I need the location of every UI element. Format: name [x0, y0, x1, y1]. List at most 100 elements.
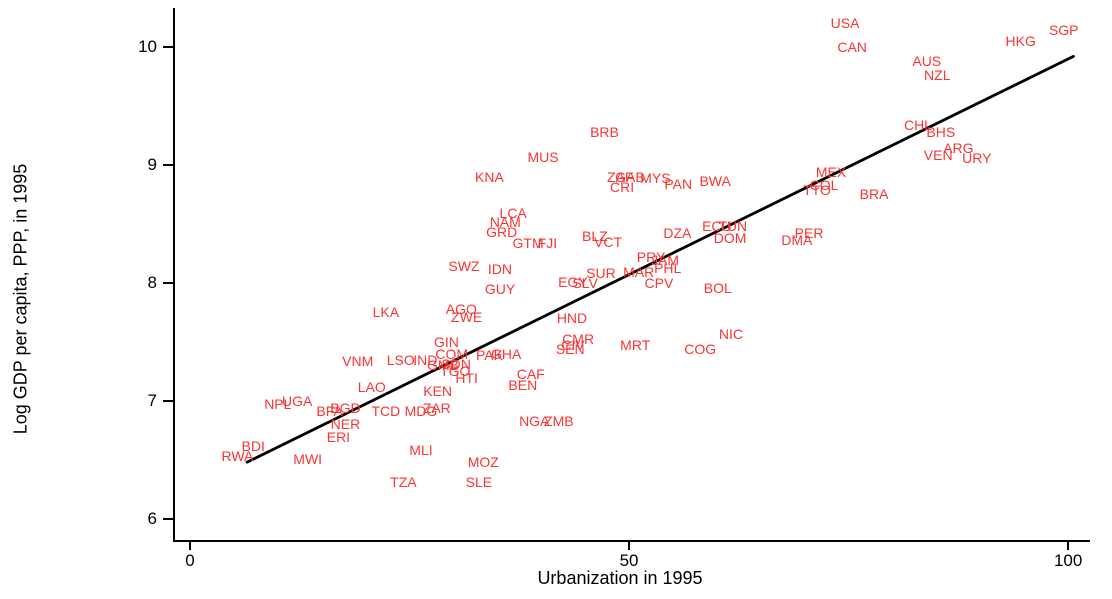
country-label-GTM: GTM [512, 234, 544, 251]
country-label-NZL: NZL [924, 67, 951, 84]
y-tick-label: 9 [147, 154, 157, 174]
country-label-MRT: MRT [620, 337, 651, 354]
country-label-BRA: BRA [859, 186, 889, 203]
country-label-CAN: CAN [837, 38, 867, 55]
y-tick-mark [163, 163, 173, 166]
country-label-EGY: EGY [558, 273, 588, 290]
country-label-KEN: KEN [423, 383, 453, 400]
country-label-PAK: PAK [475, 346, 503, 363]
country-label-GAB: GAB [615, 168, 645, 185]
country-label-CPV: CPV [644, 274, 674, 291]
country-label-TCD: TCD [371, 403, 401, 420]
country-label-PHL: PHL [654, 259, 682, 276]
country-label-BEN: BEN [508, 377, 538, 394]
country-label-AGO: AGO [445, 300, 477, 317]
country-label-GHA: GHA [490, 345, 522, 362]
country-label-SUR: SUR [586, 265, 616, 282]
country-label-TZA: TZA [390, 474, 417, 491]
country-label-BDI: BDI [241, 437, 265, 454]
x-tick-mark [1067, 540, 1070, 550]
country-label-GUY: GUY [484, 280, 516, 297]
country-label-PER: PER [794, 225, 824, 242]
y-tick-label: 6 [147, 508, 157, 528]
country-label-VEN: VEN [923, 147, 953, 164]
country-label-GMB: GMB [426, 357, 459, 374]
country-label-BWA: BWA [699, 173, 731, 190]
country-label-IDN: IDN [487, 260, 513, 277]
country-label-DOM: DOM [713, 230, 747, 247]
country-label-DZA: DZA [663, 225, 692, 242]
country-label-COL: COL [809, 176, 839, 193]
x-axis-spine [173, 540, 1090, 542]
country-label-MYS: MYS [640, 169, 671, 186]
country-label-VCT: VCT [594, 233, 622, 250]
country-label-ZMB: ZMB [544, 412, 574, 429]
x-tick-label: 50 [619, 551, 639, 570]
y-tick-mark [163, 399, 173, 402]
country-label-BOL: BOL [703, 279, 732, 296]
country-label-HKG: HKG [1005, 33, 1036, 50]
country-label-HND: HND [556, 310, 588, 327]
country-label-MOZ: MOZ [467, 454, 499, 471]
country-label-FJI: FJI [537, 234, 558, 251]
country-label-ZWE: ZWE [451, 309, 483, 326]
country-label-TUN: TUN [718, 218, 748, 235]
country-label-NAM: NAM [489, 213, 521, 230]
country-label-PAN: PAN [664, 175, 693, 192]
country-label-SGP: SGP [1048, 22, 1079, 39]
y-tick-mark [163, 45, 173, 48]
country-label-VNM: VNM [342, 352, 374, 369]
y-axis-spine [173, 8, 175, 540]
x-tick-mark [628, 540, 631, 550]
country-label-MEX: MEX [815, 163, 847, 180]
country-label-BGD: BGD [330, 399, 361, 416]
country-label-ARG: ARG [943, 140, 974, 157]
y-tick-label: 8 [147, 272, 157, 292]
country-label-RWA: RWA [221, 448, 254, 465]
country-label-UGA: UGA [281, 392, 313, 409]
country-label-GRD: GRD [486, 224, 518, 241]
y-tick-mark [163, 517, 173, 520]
country-label-JAM: JAM [651, 252, 680, 269]
x-axis-title: Urbanization in 1995 [537, 568, 703, 588]
country-label-LKA: LKA [372, 304, 400, 321]
country-label-LCA: LCA [499, 205, 527, 222]
y-axis-title: Log GDP per capita, PPP, in 1995 [10, 163, 31, 435]
country-label-SLV: SLV [572, 274, 598, 291]
country-label-MLI: MLI [409, 442, 433, 459]
country-label-SWZ: SWZ [448, 258, 480, 275]
country-label-CMR: CMR [562, 331, 595, 348]
country-label-IND: IND [413, 351, 438, 368]
country-label-BLZ: BLZ [581, 227, 608, 244]
country-label-ERI: ERI [326, 429, 351, 446]
country-label-LSO: LSO [386, 351, 415, 368]
country-label-MDG: MDG [404, 403, 438, 420]
country-label-MWI: MWI [293, 450, 323, 467]
y-tick-label: 10 [138, 36, 157, 56]
country-label-SEN: SEN [555, 340, 585, 357]
country-label-NIC: NIC [718, 325, 743, 342]
country-label-CHL: CHL [903, 116, 932, 133]
x-tick-mark [189, 540, 192, 550]
country-label-COG: COG [684, 340, 717, 357]
country-label-SLE: SLE [465, 474, 493, 491]
country-label-USA: USA [830, 15, 860, 32]
x-tick-label: 100 [1053, 551, 1083, 570]
country-label-TGO: TGO [440, 363, 471, 380]
country-label-NPL: NPL [264, 396, 292, 413]
country-label-LAO: LAO [357, 378, 386, 395]
country-label-COM: COM [435, 345, 469, 362]
x-tick-label: 0 [185, 551, 195, 570]
country-label-ZAF: ZAF [607, 168, 634, 185]
country-label-CIV: CIV [561, 337, 585, 354]
country-label-NGA: NGA [519, 412, 550, 429]
country-label-URY: URY [962, 149, 992, 166]
country-label-SDN: SDN [441, 356, 471, 373]
country-label-ECU: ECU [702, 218, 732, 235]
country-label-NER: NER [330, 416, 361, 433]
country-label-BRB: BRB [590, 123, 619, 140]
country-label-MUS: MUS [527, 148, 559, 165]
country-label-HTI: HTI [455, 370, 478, 387]
